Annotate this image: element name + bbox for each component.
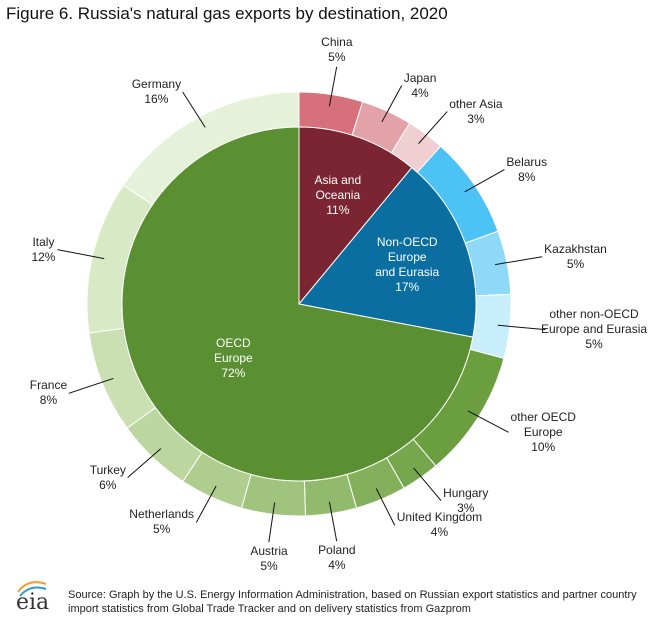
inner-slice (298, 166, 477, 338)
category-label: other non-OECD Europe and Eurasia (541, 307, 648, 337)
category-label: Italy (32, 234, 55, 249)
category-label: Netherlands (129, 507, 194, 522)
leader-line (494, 256, 543, 266)
value-label: 4% (328, 558, 346, 573)
category-label: Kazakhstan (544, 241, 607, 256)
value-label: 4% (430, 525, 449, 540)
value-label: 8% (518, 169, 536, 184)
leader-line (328, 501, 338, 542)
category-label: Asia and Oceania (314, 173, 362, 203)
inner-label: OECD Europe 72% (214, 336, 253, 381)
leader-line (68, 377, 114, 394)
eia-logo-mark (17, 581, 47, 597)
category-label: Belarus (506, 154, 548, 169)
leader-line (328, 66, 338, 107)
value-label: 12% (31, 249, 56, 264)
category-label: other Asia (449, 96, 503, 111)
leader-line (127, 448, 162, 478)
leader-line (413, 467, 442, 502)
category-label: Turkey (89, 462, 126, 477)
outer-label: other OECD Europe 10% (511, 410, 576, 455)
category-label: China (321, 34, 353, 49)
inner-slice (298, 126, 413, 306)
value-label: 11% (326, 203, 350, 218)
outer-label: Austria 5% (250, 544, 287, 574)
category-label: Non-OECD Europe and Eurasia (375, 235, 440, 280)
leader-line (467, 410, 509, 433)
outer-label: France 8% (30, 378, 67, 408)
outer-label: China 5% (321, 35, 352, 65)
value-label: 4% (411, 85, 429, 100)
inner-slice (121, 126, 474, 482)
value-label: 17% (395, 280, 420, 295)
outer-label: Belarus 8% (506, 155, 547, 185)
leader-line (464, 169, 505, 193)
inner-label: Asia and Oceania 11% (314, 173, 361, 218)
value-label: 3% (467, 111, 485, 126)
leader-line (195, 485, 217, 523)
value-label: 5% (328, 49, 346, 64)
category-label: Austria (250, 544, 288, 559)
leader-line (418, 111, 448, 144)
inner-label: Non-OECD Europe and Eurasia 17% (375, 235, 439, 295)
value-label: 3% (457, 500, 475, 515)
value-label: 10% (531, 439, 556, 454)
outer-label: Kazakhstan 5% (544, 242, 607, 272)
outer-label: Poland 4% (318, 543, 355, 573)
category-label: United Kingdom (396, 510, 483, 525)
category-label: OECD Europe (214, 335, 253, 365)
leader-line (497, 324, 546, 331)
category-label: Poland (318, 543, 356, 558)
chart-title: Figure 6. Russia's natural gas exports b… (6, 4, 448, 23)
outer-label: Netherlands 5% (129, 507, 194, 537)
outer-label: Hungary 3% (443, 486, 488, 516)
outer-label: Italy 12% (31, 235, 55, 265)
value-label: 5% (260, 559, 278, 574)
leader-line (57, 249, 105, 260)
source-note: Source: Graph by the U.S. Energy Informa… (68, 589, 637, 615)
value-label: 8% (39, 393, 58, 408)
outer-label: Germany 16% (132, 77, 181, 107)
leader-line (268, 502, 276, 543)
value-label: 5% (566, 256, 585, 271)
leader-line (182, 91, 206, 128)
category-label: other OECD Europe (510, 409, 576, 439)
category-label: Germany (131, 77, 182, 92)
outer-label: other non-OECD Europe and Eurasia 5% (541, 307, 647, 352)
category-label: France (29, 378, 68, 393)
value-label: 5% (585, 337, 603, 352)
category-label: Japan (403, 70, 437, 85)
value-label: 6% (99, 477, 117, 492)
value-label: 16% (144, 92, 169, 107)
value-label: 5% (152, 522, 171, 537)
leader-line (381, 85, 403, 123)
category-label: Hungary (443, 485, 489, 500)
outer-label: Turkey 6% (90, 463, 126, 493)
leader-line (375, 488, 396, 526)
outer-label: Japan 4% (404, 71, 437, 101)
logo: eia (16, 590, 50, 615)
value-label: 72% (221, 365, 246, 380)
outer-label: other Asia 3% (449, 97, 502, 127)
outer-label: United Kingdom 4% (397, 510, 482, 540)
